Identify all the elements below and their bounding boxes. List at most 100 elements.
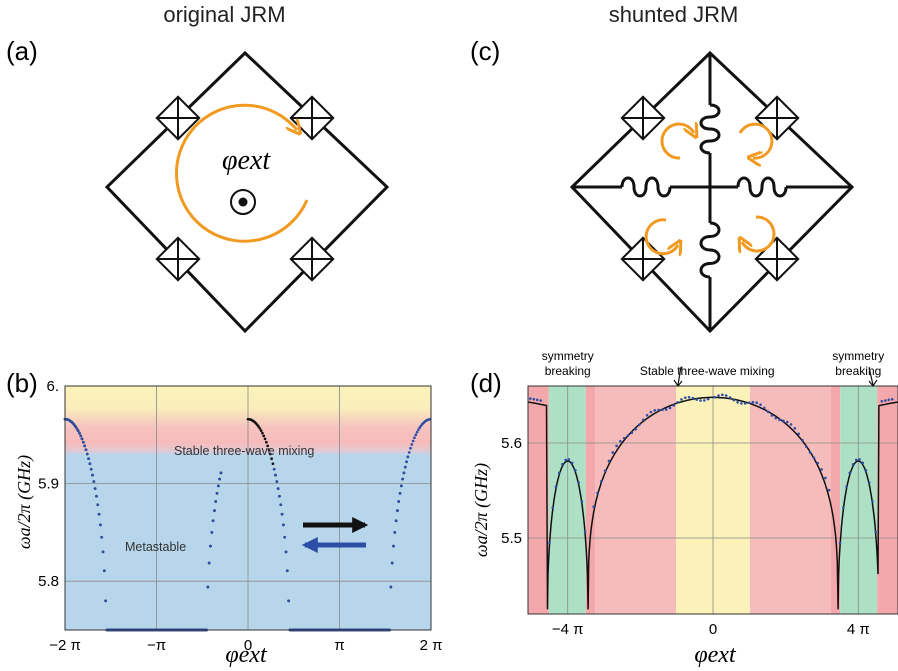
data-point [619,439,622,443]
data-point [687,396,691,399]
inductor-right-icon [736,176,788,198]
data-point [259,429,263,433]
tick-labels: −2 π −π 0 π 2 π 6. 5.9 5.8 [38,378,442,654]
data-point [406,455,410,459]
data-point [411,439,415,443]
y-tick-label: 5.6 [501,435,522,452]
x-tick-label: π [334,637,344,654]
data-point [102,569,106,573]
data-point [262,434,266,438]
data-point [871,500,874,503]
band-red [528,386,549,614]
data-point [83,444,87,448]
data-point [75,427,79,430]
data-point [532,397,536,401]
annotation-label: Stable three-wave mixing [640,364,775,378]
data-point [389,585,393,589]
data-point [397,500,401,503]
data-point [396,509,399,512]
data-point [80,437,84,441]
data-point [564,458,567,462]
data-point [816,461,820,465]
data-point [415,430,419,434]
data-point [393,531,397,534]
data-point [661,408,664,412]
data-point [561,462,564,466]
data-point [258,427,262,430]
data-point [887,398,891,402]
data-point [626,434,630,437]
data-point [638,423,641,426]
data-point [603,469,607,473]
x-tick-label: −2 π [49,637,81,654]
annotation-arrow-icon [673,366,683,388]
data-point [413,436,416,440]
band-red [877,386,898,614]
data-point [634,427,637,431]
circuit-c [569,50,855,334]
annotation-label: symmetry [542,349,594,363]
data-point [207,561,211,565]
data-point [96,503,100,507]
data-point [805,445,808,448]
data-point [728,396,732,399]
data-point [104,599,107,603]
data-point [880,399,884,403]
data-point [874,530,877,534]
junction-icon [289,236,335,282]
data-point [218,477,222,481]
data-point [81,440,85,444]
data-point [567,458,571,461]
tick-labels: −4 π 0 4 π 5.6 5.5 [501,435,870,638]
x-axis-label: φext [225,642,268,668]
data-point [743,402,747,405]
data-point [664,408,668,411]
data-point [407,451,411,454]
data-point [91,473,94,477]
data-point [867,481,871,484]
y-tick-label: 5.5 [501,530,522,547]
data-point [858,458,861,461]
data-point [206,585,210,589]
data-point [275,480,279,483]
grid [65,386,431,630]
data-point [848,471,852,475]
data-point [210,531,214,534]
data-point [554,485,558,488]
data-point [747,401,751,405]
data-point [580,500,584,503]
data-point [793,426,797,430]
data-point [216,484,220,488]
data-point [641,418,645,422]
data-point [755,401,759,405]
data-point [759,403,762,406]
data-point [278,494,281,498]
data-point [399,484,403,488]
data-point [820,468,823,471]
y-axis-label: ωa/2π (GHz) [471,463,492,557]
data-point [95,494,98,498]
data-point [548,541,551,545]
data-point [390,561,394,565]
data-point [851,462,855,466]
junction-icon [155,236,201,282]
data-point [100,535,104,539]
data-points [529,393,894,545]
band-red [830,386,841,614]
data-point [607,459,611,463]
data-point [751,400,755,404]
data-point [845,485,848,488]
loop-wire [569,50,855,334]
x-tick-label: −4 π [552,621,584,638]
data-point [267,448,271,452]
data-point [657,408,660,412]
data-point [861,461,865,465]
data-point [668,406,672,410]
data-point [409,446,412,450]
data-point [76,429,80,433]
data-point [763,406,766,410]
loop-arrow-icon [742,215,776,251]
data-point [529,397,532,400]
data-point [410,443,414,446]
region-label-metastable: Metastable [125,540,186,554]
